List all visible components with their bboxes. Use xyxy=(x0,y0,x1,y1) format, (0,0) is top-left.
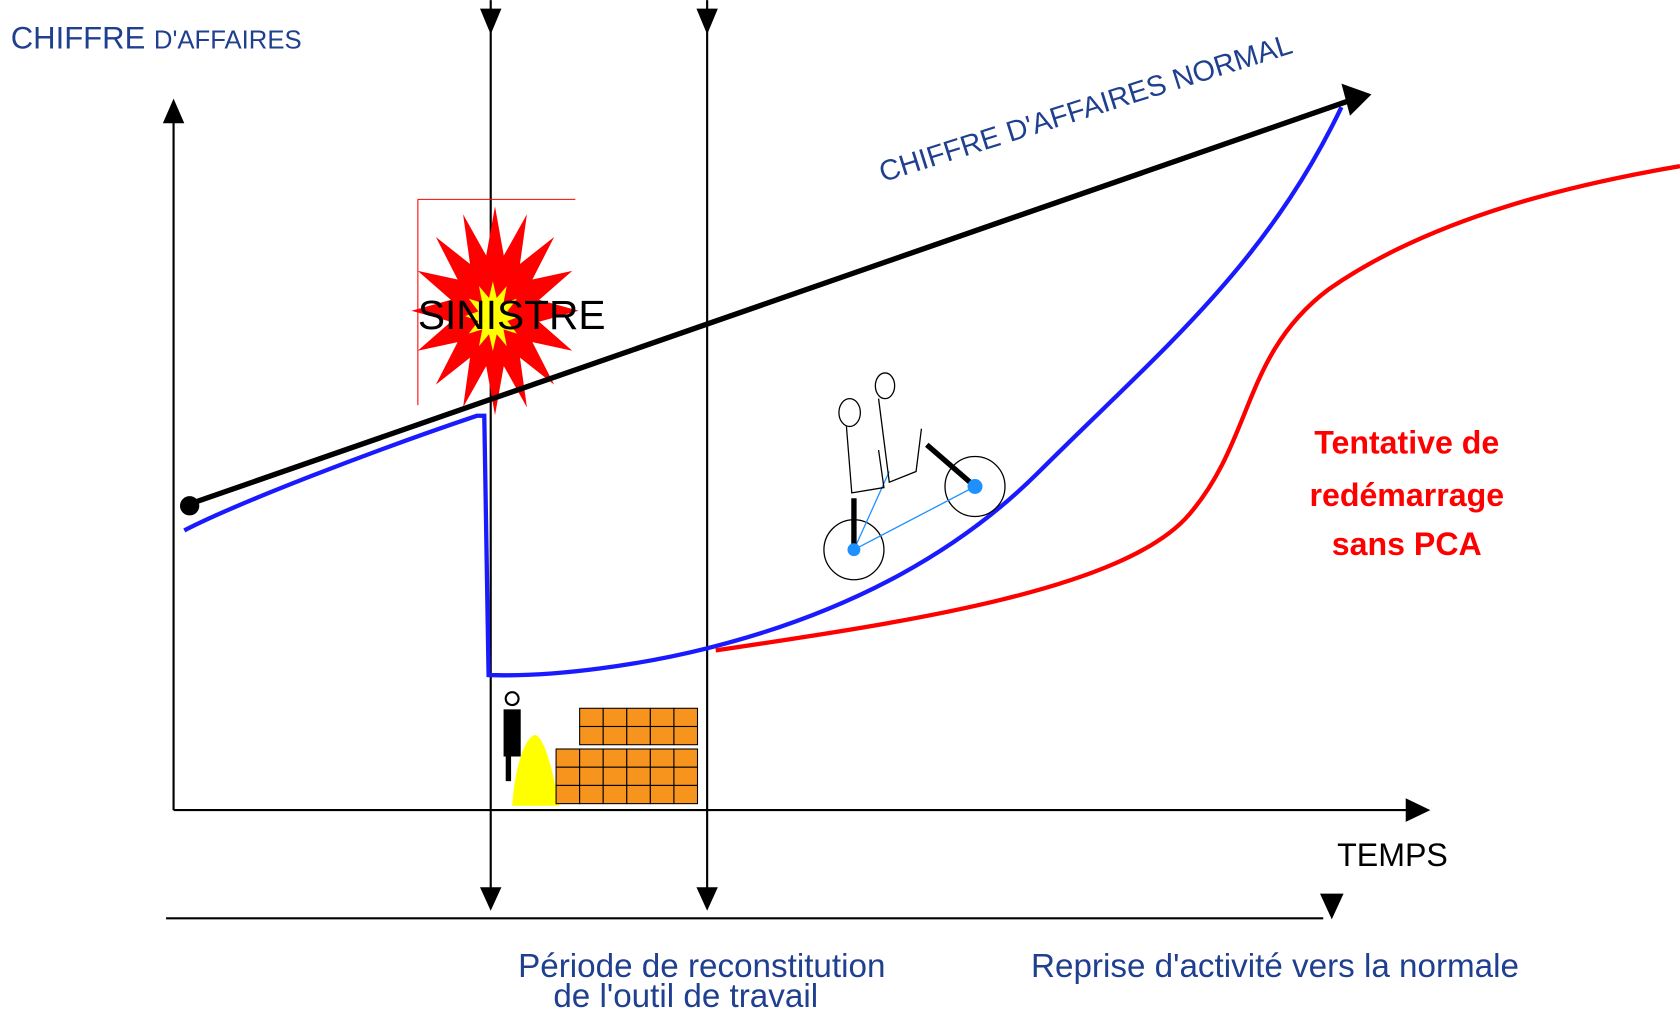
recovery-curve xyxy=(183,106,1344,678)
x-axis-label: TEMPS xyxy=(1337,837,1448,873)
brick xyxy=(579,748,604,768)
brick xyxy=(602,766,628,786)
brick xyxy=(673,766,699,786)
y-axis-label: CHIFFRE D'AFFAIRES xyxy=(11,20,302,55)
brick xyxy=(626,707,651,728)
brick xyxy=(602,748,628,768)
phase-label: Reprise d'activité vers la normale xyxy=(1031,948,1519,985)
phase-label: de l'outil de travail xyxy=(553,978,818,1015)
brick xyxy=(555,766,581,786)
worker xyxy=(503,691,560,806)
brick xyxy=(555,748,581,768)
brick xyxy=(649,707,675,728)
phase-arrow xyxy=(480,8,502,35)
phase-arrow xyxy=(696,887,718,911)
brick xyxy=(602,725,628,746)
red-curve-label: sans PCA xyxy=(1332,526,1482,562)
brick xyxy=(579,725,604,746)
brick xyxy=(579,707,604,728)
phase-arrow xyxy=(696,8,718,35)
red-curve-label: Tentative de xyxy=(1314,424,1499,460)
brick xyxy=(602,784,628,805)
label-part: CHIFFRE xyxy=(11,20,146,55)
red-curve-label: redémarrage xyxy=(1309,477,1504,513)
brick xyxy=(626,784,651,805)
start-point xyxy=(180,496,200,516)
brick xyxy=(626,766,651,786)
event-label: SINISTRE xyxy=(418,292,606,338)
bricks xyxy=(555,707,699,805)
x-axis-arrow xyxy=(1405,798,1431,822)
brick xyxy=(626,748,651,768)
normal-line-arrow xyxy=(1341,83,1372,116)
brick xyxy=(649,784,675,805)
brick xyxy=(579,784,604,805)
brick xyxy=(673,725,699,746)
no-pca-curve xyxy=(715,164,1680,653)
brick xyxy=(602,707,628,728)
normal-line-label: CHIFFRE D'AFFAIRES NORMAL xyxy=(875,29,1296,189)
tandem-bike xyxy=(823,372,1006,581)
y-axis-arrow xyxy=(162,98,185,124)
brick xyxy=(555,784,581,805)
brick xyxy=(673,784,699,805)
timeline-arrow xyxy=(1320,893,1344,920)
normal-line xyxy=(189,97,1354,507)
brick xyxy=(626,725,651,746)
brick xyxy=(673,748,699,768)
brick xyxy=(649,748,675,768)
brick xyxy=(649,725,675,746)
explosion-core xyxy=(465,281,521,351)
phase-label: Période de reconstitution xyxy=(518,948,885,985)
phase-arrow xyxy=(480,887,502,911)
brick xyxy=(649,766,675,786)
brick xyxy=(579,766,604,786)
label-part: D'AFFAIRES xyxy=(154,26,302,54)
brick xyxy=(673,707,699,728)
